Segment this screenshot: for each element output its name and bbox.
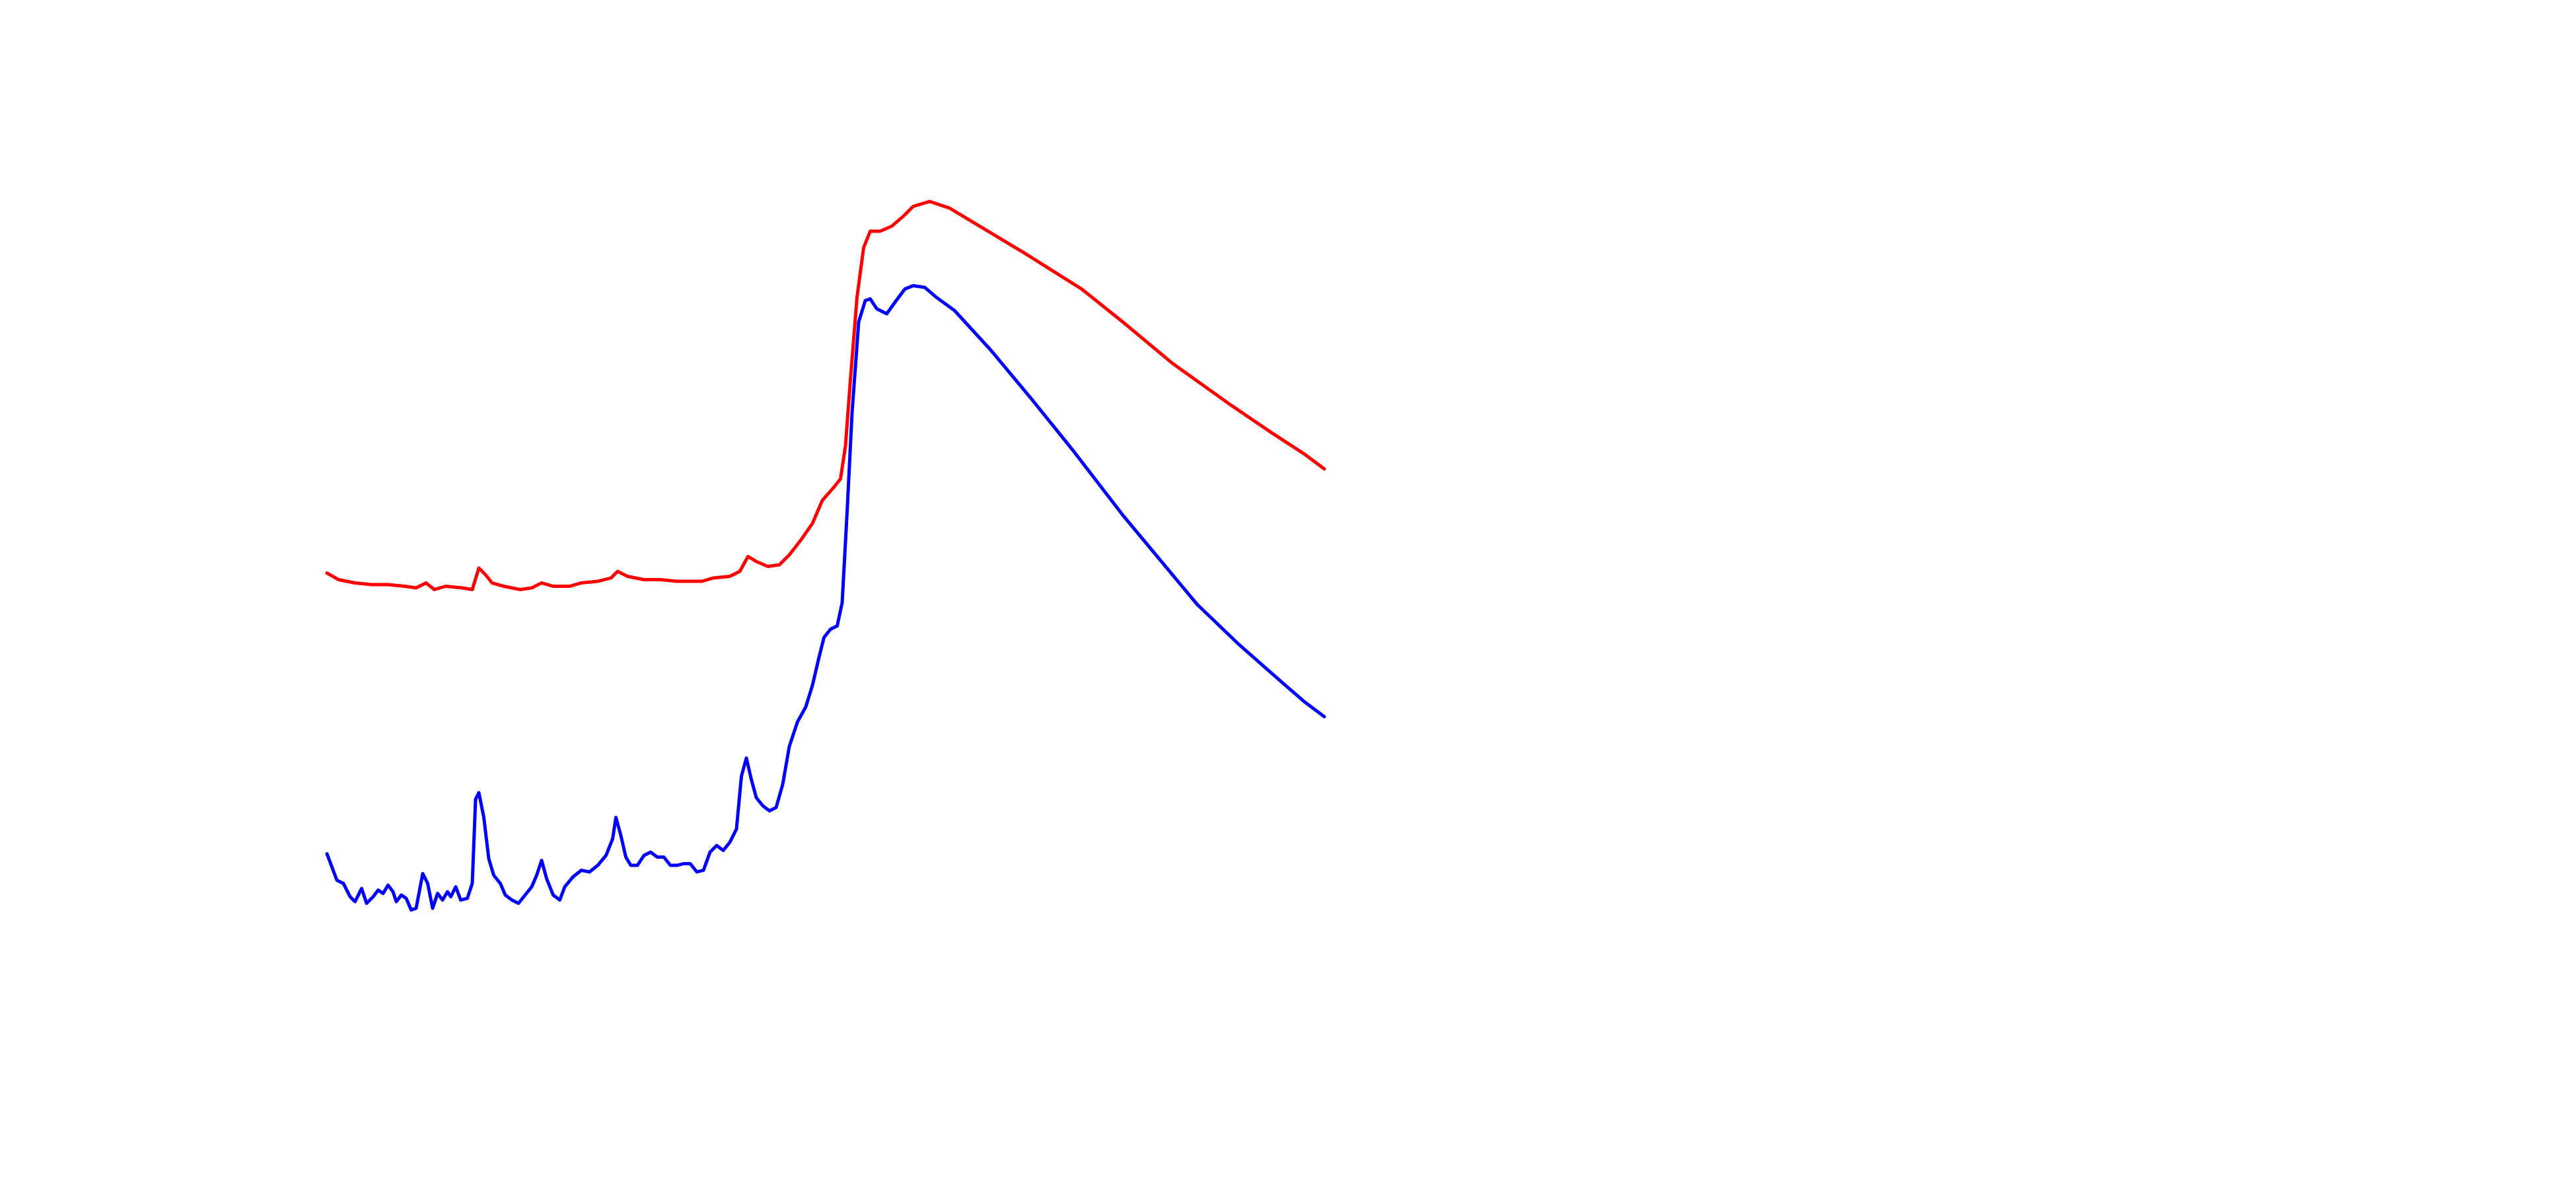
data-line xyxy=(325,284,1326,912)
data-line xyxy=(325,199,1326,591)
